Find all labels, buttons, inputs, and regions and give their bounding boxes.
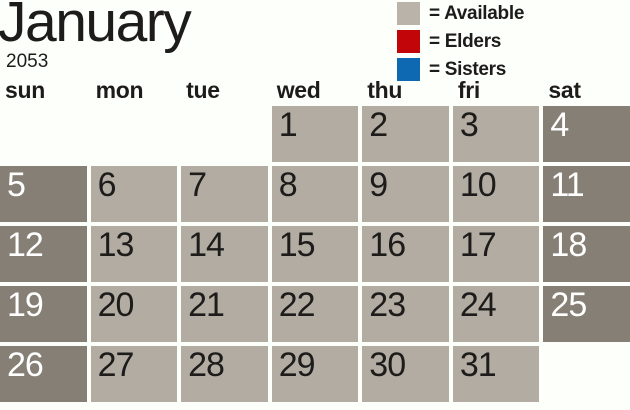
day-number: 24	[459, 286, 497, 324]
day-number: 25	[550, 286, 587, 324]
day-number: 18	[550, 226, 587, 264]
month-title: January	[0, 0, 192, 54]
day-number: 26	[7, 346, 44, 384]
legend: = Available = Elders = Sisters	[397, 2, 524, 81]
available-color-swatch-icon	[397, 2, 420, 25]
day-number: 31	[459, 346, 497, 384]
day-cell-5[interactable]: 5	[0, 166, 87, 222]
day-number: 2	[369, 106, 388, 144]
day-number: 4	[550, 106, 569, 144]
elders-color-swatch-icon	[397, 30, 420, 53]
empty-cell	[181, 106, 268, 162]
legend-item-available: = Available	[397, 2, 524, 25]
day-cell-19[interactable]: 19	[0, 286, 87, 342]
day-cell-17[interactable]: 17	[452, 226, 540, 282]
day-header-sat: sat	[548, 77, 581, 103]
year-label: 2053	[6, 51, 49, 72]
day-cell-9[interactable]: 9	[362, 166, 449, 222]
day-number: 20	[97, 286, 135, 324]
day-cell-29[interactable]: 29	[271, 346, 359, 402]
day-number: 1	[278, 106, 298, 144]
empty-cell	[91, 106, 178, 162]
day-number: 3	[459, 106, 479, 144]
day-number: 17	[459, 226, 497, 264]
day-cell-4[interactable]: 4	[543, 106, 630, 162]
day-number: 6	[97, 166, 117, 204]
day-number: 7	[188, 166, 207, 204]
day-cell-1[interactable]: 1	[271, 106, 359, 162]
day-cell-7[interactable]: 7	[181, 166, 268, 222]
day-cell-15[interactable]: 15	[271, 226, 359, 282]
legend-item-sisters: = Sisters	[397, 58, 524, 81]
day-cell-27[interactable]: 27	[90, 346, 178, 402]
day-cell-30[interactable]: 30	[362, 346, 449, 402]
day-cell-12[interactable]: 12	[0, 226, 87, 282]
legend-label: = Available	[429, 2, 525, 24]
day-number: 21	[188, 286, 225, 324]
day-cell-2[interactable]: 2	[362, 106, 449, 162]
day-number: 8	[278, 166, 298, 204]
day-cell-25[interactable]: 25	[543, 286, 630, 342]
day-cell-23[interactable]: 23	[362, 286, 449, 342]
day-cell-11[interactable]: 11	[543, 166, 630, 222]
day-cell-10[interactable]: 10	[452, 166, 540, 222]
day-number: 23	[369, 286, 406, 324]
day-header-mon: mon	[95, 77, 144, 103]
day-header-wed: wed	[276, 77, 321, 103]
day-number: 22	[278, 286, 316, 324]
day-cell-22[interactable]: 22	[271, 286, 359, 342]
day-number: 19	[7, 286, 44, 324]
day-number: 12	[7, 226, 44, 264]
day-number: 14	[188, 226, 225, 264]
day-cell-13[interactable]: 13	[90, 226, 178, 282]
day-cell-16[interactable]: 16	[362, 226, 449, 282]
legend-label: = Sisters	[429, 58, 507, 80]
day-number: 29	[278, 346, 316, 384]
day-header-thu: thu	[367, 77, 403, 103]
legend-item-elders: = Elders	[397, 30, 524, 53]
day-cell-14[interactable]: 14	[181, 226, 268, 282]
day-cell-6[interactable]: 6	[90, 166, 178, 222]
day-header-tue: tue	[186, 77, 220, 103]
day-number: 15	[278, 226, 316, 264]
empty-cell	[0, 106, 87, 162]
legend-label: = Elders	[429, 30, 502, 52]
day-cell-28[interactable]: 28	[181, 346, 268, 402]
day-cell-21[interactable]: 21	[181, 286, 268, 342]
day-number: 30	[369, 346, 406, 384]
day-cell-3[interactable]: 3	[452, 106, 540, 162]
day-number: 9	[369, 166, 388, 204]
sisters-color-swatch-icon	[397, 58, 420, 81]
day-number: 11	[550, 166, 584, 204]
day-header-fri: fri	[457, 77, 480, 103]
day-number: 16	[369, 226, 406, 264]
day-cell-31[interactable]: 31	[452, 346, 540, 402]
day-number: 27	[97, 346, 135, 384]
day-cell-20[interactable]: 20	[90, 286, 178, 342]
day-number: 10	[459, 166, 497, 204]
day-cell-8[interactable]: 8	[271, 166, 359, 222]
calendar-grid: sun mon tue wed thu fri sat 1 2 3 4 5 6 7 8 9 10 11 12 13 14…	[0, 78, 630, 402]
day-number: 5	[7, 166, 26, 204]
day-number: 13	[97, 226, 135, 264]
day-header-sun: sun	[5, 77, 45, 103]
day-number: 28	[188, 346, 225, 384]
day-cell-18[interactable]: 18	[543, 226, 630, 282]
day-cell-26[interactable]: 26	[0, 346, 87, 402]
day-cell-24[interactable]: 24	[452, 286, 540, 342]
empty-cell	[543, 346, 630, 402]
